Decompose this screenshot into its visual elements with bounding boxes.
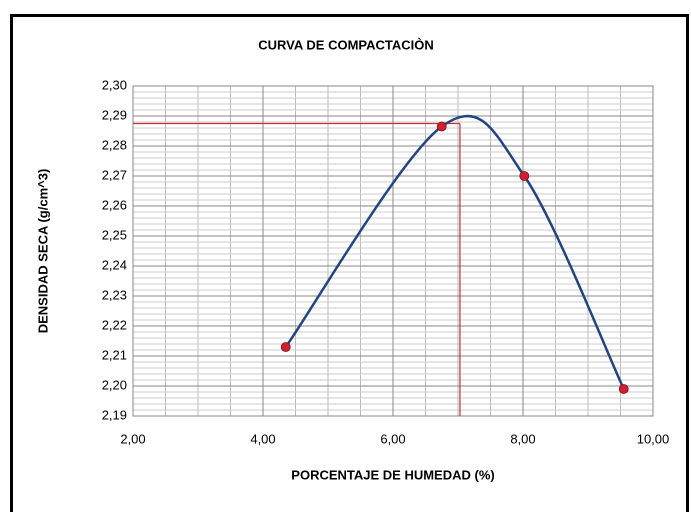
y-tick-label: 2,27: [102, 167, 127, 182]
x-tick-label: 8,00: [510, 431, 535, 446]
point: [519, 171, 530, 181]
x-tick-label: 4,00: [250, 431, 275, 446]
y-tick-label: 2,24: [102, 257, 127, 272]
x-tick-label: 6,00: [380, 431, 405, 446]
y-tick-label: 2,30: [102, 77, 127, 92]
curve: [284, 114, 625, 390]
y-tick-label: 2,22: [102, 317, 127, 332]
point: [280, 342, 291, 352]
y-tick-label: 2,19: [102, 407, 127, 422]
y-tick-label: 2,28: [102, 137, 127, 152]
point: [618, 384, 629, 394]
y-tick-label: 2,21: [102, 347, 127, 362]
y-tick-label: 2,20: [102, 377, 127, 392]
x-axis-label: PORCENTAJE DE HUMEDAD (%): [291, 467, 494, 482]
x-tick-label: 2,00: [120, 431, 145, 446]
y-tick-label: 2,29: [102, 107, 127, 122]
y-tick-label: 2,23: [102, 287, 127, 302]
chart-title: CURVA DE COMPACTACIÒN: [258, 37, 434, 52]
point: [436, 121, 447, 132]
y-tick-label: 2,26: [102, 197, 127, 212]
y-tick-label: 2,25: [102, 227, 127, 242]
x-tick-label: 10,00: [637, 431, 670, 446]
y-axis-label: DENSIDAD SECA (g/cm^3): [35, 169, 50, 334]
